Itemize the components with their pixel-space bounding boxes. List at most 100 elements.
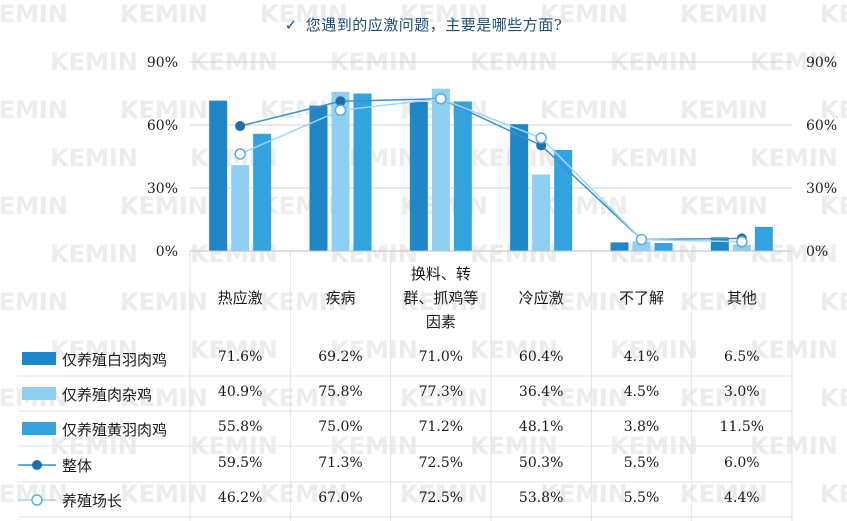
watermark-text: KEMIN xyxy=(120,480,208,508)
watermark-text: KEMIN xyxy=(0,288,68,316)
watermark-text: KEMIN xyxy=(610,144,698,172)
data-label: 75.8% xyxy=(318,384,363,400)
legend-label: 整体 xyxy=(62,457,93,475)
data-label: 71.3% xyxy=(318,455,363,471)
x-tick-label: 其他 xyxy=(692,286,792,310)
bar xyxy=(353,93,372,251)
data-label: 11.5% xyxy=(719,419,765,435)
watermark-text: KEMIN xyxy=(260,480,348,508)
bar xyxy=(209,100,228,251)
y-tick-label-left: 90% xyxy=(147,55,178,71)
bar xyxy=(453,101,472,251)
x-tick-label: 热应激 xyxy=(190,286,290,310)
watermark-text: KEMIN xyxy=(820,288,847,316)
point xyxy=(234,148,246,160)
watermark-text: KEMIN xyxy=(260,384,348,412)
watermark-text: KEMIN xyxy=(750,144,838,172)
watermark-text: KEMIN xyxy=(0,96,68,124)
watermark-text: KEMIN xyxy=(190,336,278,364)
watermark-text: KEMIN xyxy=(120,192,208,220)
legend-label: 仅养殖肉杂鸡 xyxy=(62,386,153,404)
data-label: 50.3% xyxy=(518,455,564,471)
x-tick-label-line: 群、抓鸡等 xyxy=(403,289,479,307)
point xyxy=(635,233,648,246)
watermark-text: KEMIN xyxy=(820,192,847,220)
watermark-text: KEMIN xyxy=(540,288,628,316)
watermark-text: KEMIN xyxy=(470,336,558,364)
watermark-text: KEMIN xyxy=(680,96,768,124)
bar xyxy=(431,88,450,251)
legend-label: 仅养殖白羽肉鸡 xyxy=(62,351,168,369)
data-label: 6.0% xyxy=(724,455,760,471)
y-tick-label-left: 30% xyxy=(147,181,178,197)
bar xyxy=(409,101,428,252)
data-label: 71.6% xyxy=(217,349,263,365)
bar xyxy=(754,226,773,251)
data-label: 4.1% xyxy=(623,349,660,365)
legend-marker xyxy=(32,460,42,470)
data-label: 6.5% xyxy=(724,349,760,365)
point xyxy=(435,93,447,105)
data-label: 36.4% xyxy=(518,384,564,400)
watermark-text: KEMIN xyxy=(540,384,628,412)
watermark-text: KEMIN xyxy=(330,336,418,364)
watermark-text: KEMIN xyxy=(820,480,847,508)
chart-title-text: 您遇到的应激问题，主要是哪些方面? xyxy=(305,16,563,34)
data-label: 75.0% xyxy=(318,419,363,435)
x-tick-label-line: 疾病 xyxy=(325,289,356,307)
watermark-text: KEMIN xyxy=(540,96,628,124)
watermark-text: KEMIN xyxy=(120,288,208,316)
y-tick-label-right: 30% xyxy=(806,181,837,197)
data-label: 60.4% xyxy=(518,349,564,365)
chart-title: ✓ 您遇到的应激问题，主要是哪些方面? xyxy=(0,14,847,35)
x-tick-label: 疾病 xyxy=(291,286,391,310)
watermark-text: KEMIN xyxy=(400,288,488,316)
watermark-text: KEMIN xyxy=(680,384,768,412)
data-label: 3.8% xyxy=(623,419,660,435)
bar xyxy=(331,91,350,251)
data-label: 48.1% xyxy=(518,419,564,435)
watermark-text: KEMIN xyxy=(540,480,628,508)
data-label: 4.4% xyxy=(724,490,760,506)
watermark-text: KEMIN xyxy=(680,288,768,316)
x-tick-label-line: 因素 xyxy=(425,313,456,331)
watermark-text: KEMIN xyxy=(820,384,847,412)
bar xyxy=(532,174,551,251)
x-tick-label: 冷应激 xyxy=(491,286,591,310)
check-icon: ✓ xyxy=(284,16,298,34)
data-label: 55.8% xyxy=(217,419,263,435)
y-tick-label-left: 0% xyxy=(156,244,178,260)
x-tick-label: 换料、转群、抓鸡等因素 xyxy=(391,262,491,334)
x-tick-label-line: 热应激 xyxy=(217,289,263,307)
watermark-text: KEMIN xyxy=(400,0,488,28)
watermark-text: KEMIN xyxy=(820,96,847,124)
data-label: 4.5% xyxy=(623,384,660,400)
x-tick-label-line: 换料、转 xyxy=(410,265,471,283)
legend-label: 养殖场长 xyxy=(62,492,123,510)
point xyxy=(535,132,547,144)
data-label: 3.0% xyxy=(724,384,760,400)
watermark-text: KEMIN xyxy=(680,480,768,508)
watermark-text: KEMIN xyxy=(400,480,488,508)
legend-swatch xyxy=(22,387,56,400)
bar xyxy=(632,241,651,251)
data-label: 53.8% xyxy=(518,490,564,506)
watermark-text: KEMIN xyxy=(680,192,768,220)
x-tick-label-line: 不了解 xyxy=(618,289,664,307)
watermark-text: KEMIN xyxy=(540,0,628,28)
watermark-text: KEMIN xyxy=(680,0,768,28)
watermark-text: KEMIN xyxy=(120,96,208,124)
point xyxy=(335,96,346,107)
bar xyxy=(732,244,751,251)
watermark-text: KEMIN xyxy=(50,336,138,364)
watermark-text: KEMIN xyxy=(120,384,208,412)
y-tick-label-left: 60% xyxy=(147,118,178,134)
data-label: 71.2% xyxy=(418,419,464,435)
point xyxy=(235,121,246,132)
legend-swatch xyxy=(22,422,56,435)
bar xyxy=(554,149,573,251)
x-tick-label-line: 冷应激 xyxy=(518,289,564,307)
x-tick-label: 不了解 xyxy=(592,286,692,310)
data-label: 5.5% xyxy=(623,490,660,506)
data-label: 59.5% xyxy=(217,455,263,471)
